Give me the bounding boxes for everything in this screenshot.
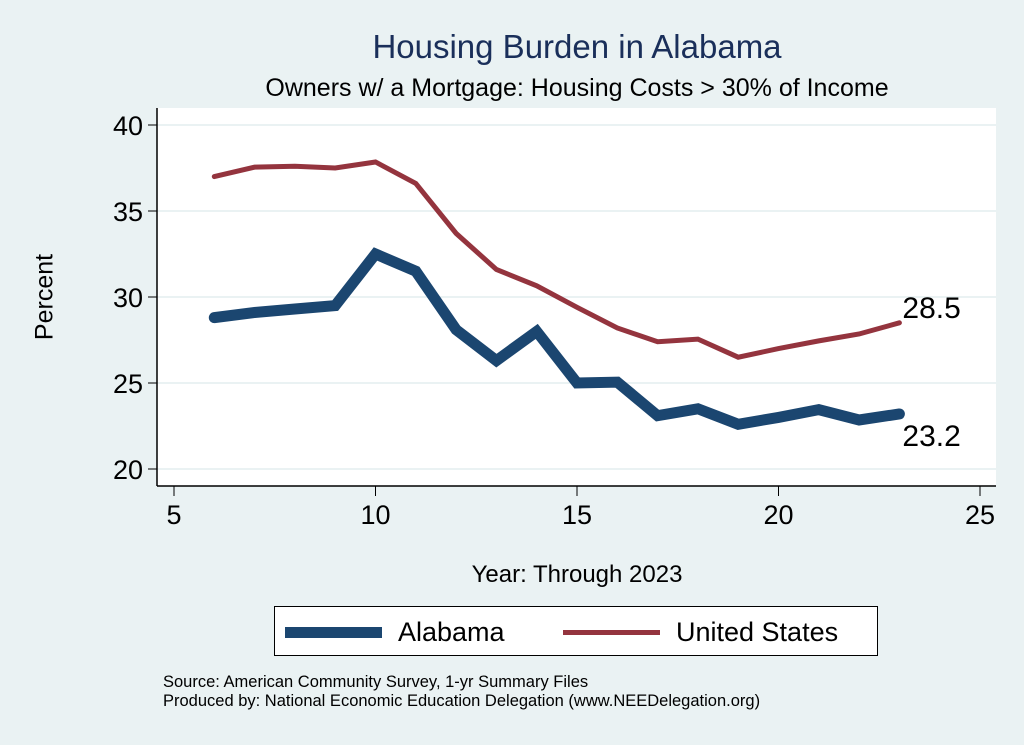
legend-swatch-alabama: [285, 626, 382, 638]
legend-label-alabama: Alabama: [398, 616, 505, 647]
y-tick-label-30: 30: [113, 283, 143, 313]
axes: 20 25 30 35 40 5 10 15 20 25: [113, 108, 996, 530]
x-tick-label-25: 25: [965, 500, 995, 530]
series-line-alabama: [208, 247, 905, 430]
y-tick-label-25: 25: [113, 369, 143, 399]
series-line-united-states: [211, 159, 902, 360]
end-label-united-states: 28.5: [902, 292, 960, 325]
end-labels: 23.2 28.5: [902, 292, 960, 453]
legend-item-alabama: Alabama: [285, 607, 505, 657]
series-lines: [208, 159, 905, 430]
produced-by-note: Produced by: National Economic Education…: [163, 692, 761, 710]
x-tick-label-15: 15: [562, 500, 592, 530]
x-axis-label: Year: Through 2023: [471, 561, 683, 588]
y-tick-label-40: 40: [113, 111, 143, 141]
x-tick-label-20: 20: [763, 500, 793, 530]
x-tick-label-5: 5: [166, 500, 181, 530]
chart-subtitle: Owners w/ a Mortgage: Housing Costs > 30…: [265, 74, 889, 102]
end-label-alabama: 23.2: [902, 420, 960, 453]
legend: Alabama United States: [274, 606, 878, 656]
source-note: Source: American Community Survey, 1-yr …: [163, 673, 589, 691]
legend-item-united-states: United States: [563, 607, 838, 657]
legend-swatch-united-states: [563, 629, 660, 635]
y-tick-label-35: 35: [113, 197, 143, 227]
legend-label-united-states: United States: [676, 616, 839, 647]
y-tick-label-20: 20: [113, 455, 143, 485]
x-tick-label-10: 10: [360, 500, 390, 530]
chart-title: Housing Burden in Alabama: [372, 28, 782, 65]
footer-notes: Source: American Community Survey, 1-yr …: [163, 673, 760, 711]
y-axis-label: Percent: [30, 253, 59, 341]
